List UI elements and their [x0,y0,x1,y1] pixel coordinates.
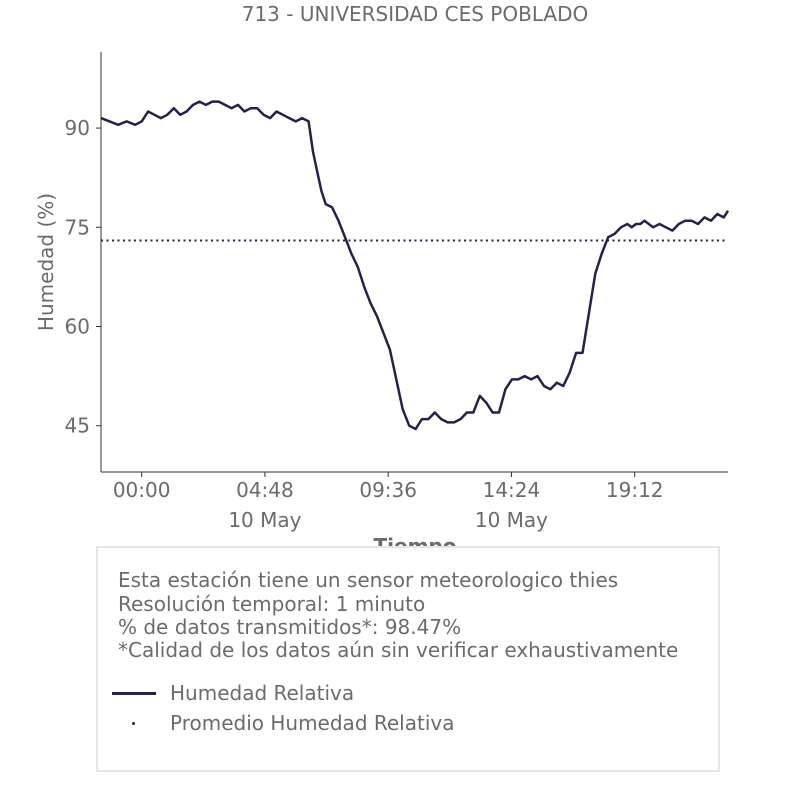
series-line-humedad-relativa [100,100,730,431]
x-date-label: 10 May [228,508,301,532]
x-date-label: 10 May [475,508,548,532]
legend-label: Promedio Humedad Relativa [170,711,455,735]
y-tick-label: 60 [65,314,90,338]
legend-dot-swatch [132,722,135,725]
y-ticks: 45 60 75 90 [65,116,101,438]
x-tick-label: 09:36 [359,478,417,502]
chart-title: 713 - UNIVERSIDAD CES POBLADO [242,2,589,26]
x-tick-label: 14:24 [483,478,541,502]
legend-line-swatch [112,692,156,695]
sensor-info-text: Esta estación tiene un sensor meteorolog… [118,568,619,592]
x-tick-label: 19:12 [606,478,664,502]
resolution-text: Resolución temporal: 1 minuto [118,592,426,616]
transmitted-text: % de datos transmitidos*: 98.47% [118,615,462,639]
series-layer [100,100,730,431]
x-tick-label: 00:00 [113,478,171,502]
quality-note-text: *Calidad de los datos aún sin verificar … [118,638,679,662]
x-tick-label: 04:48 [236,478,294,502]
x-ticks: 00:00 04:48 09:36 14:24 19:12 10 May 10 May [113,472,664,532]
y-tick-label: 75 [65,215,90,239]
axes [100,52,728,473]
legend-label: Humedad Relativa [170,681,355,705]
y-axis-label: Humedad (%) [34,193,58,331]
y-tick-label: 45 [65,414,90,438]
y-tick-label: 90 [65,116,90,140]
info-box: Esta estación tiene un sensor meteorolog… [96,546,720,772]
